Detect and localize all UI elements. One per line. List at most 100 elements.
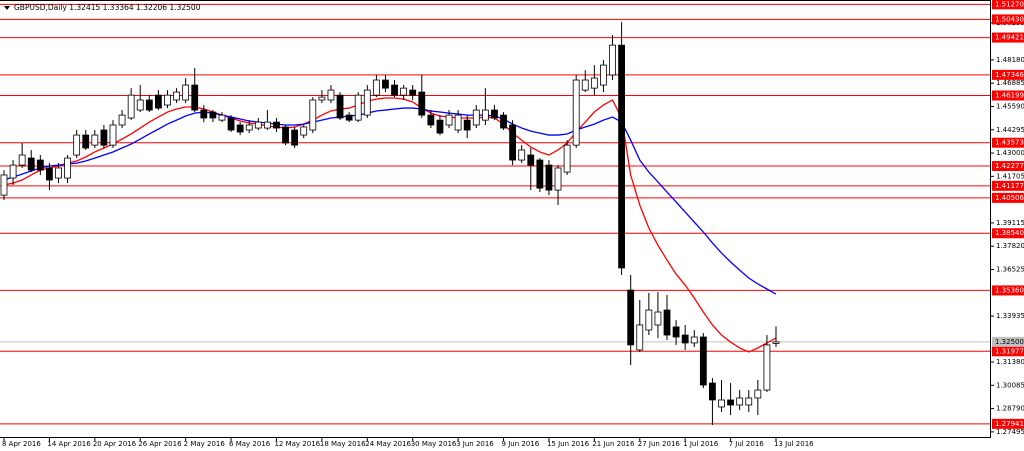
- candle-body: [0, 174, 8, 196]
- x-tick-label: 6 May 2016: [229, 440, 271, 448]
- candle-body: [127, 94, 135, 119]
- candle-body: [291, 129, 299, 146]
- candle-body: [191, 84, 199, 111]
- y-tick-label: 1.27495: [996, 428, 1024, 436]
- candle-body: [254, 121, 262, 129]
- ma-line: [3, 107, 777, 295]
- candle-body: [391, 84, 398, 96]
- level-box: [992, 418, 1024, 429]
- last-price-label: 1.32500: [995, 338, 1024, 346]
- candle-body: [454, 114, 462, 131]
- candle-body: [699, 336, 707, 386]
- candle-body: [164, 94, 171, 106]
- x-tick-label: 21 Jun 2016: [592, 440, 635, 448]
- candle-body: [145, 99, 153, 111]
- x-tick-label: 9 Jun 2016: [502, 440, 540, 448]
- candle-body: [763, 344, 771, 391]
- candle-body: [600, 64, 607, 86]
- level-box: [992, 137, 1024, 148]
- candle-body: [118, 114, 126, 126]
- candle-body: [354, 94, 362, 121]
- level-box: [992, 228, 1024, 239]
- candle-body: [245, 124, 253, 131]
- x-tick-label: 18 May 2016: [320, 440, 366, 448]
- level-box: [992, 14, 1024, 25]
- candle-body: [718, 399, 725, 408]
- level-box: [992, 32, 1024, 43]
- candle-body: [400, 87, 408, 96]
- level-box: [992, 0, 1024, 10]
- candle-body: [82, 134, 90, 149]
- x-tick-label: 30 May 2016: [411, 440, 457, 448]
- last-price-box: [992, 336, 1024, 347]
- candle-body: [218, 114, 226, 121]
- level-box: [992, 180, 1024, 191]
- candle-body: [572, 79, 580, 146]
- candle-body: [581, 79, 589, 91]
- candle-body: [382, 79, 389, 89]
- chart-title: GBPUSD,Daily 1.32415 1.33364 1.32206 1.3…: [14, 3, 201, 12]
- y-tick-label: 1.48180: [996, 56, 1024, 64]
- y-tick-label: 1.41705: [996, 172, 1024, 180]
- candle-body: [518, 149, 526, 161]
- candle-body: [590, 77, 598, 89]
- level-box: [992, 346, 1024, 357]
- candle-body: [663, 309, 671, 336]
- candle-body: [636, 324, 644, 351]
- candle-body: [472, 109, 480, 126]
- candle-body: [727, 399, 734, 406]
- candle-body: [372, 79, 380, 96]
- candle-body: [536, 159, 544, 189]
- candle-body: [481, 109, 489, 121]
- candle-body: [436, 119, 444, 134]
- candle-body: [445, 114, 453, 126]
- y-tick-label: 1.44295: [996, 126, 1024, 134]
- candle-body: [55, 167, 62, 179]
- level-label: 1.50430: [995, 15, 1024, 23]
- candle-body: [409, 89, 417, 96]
- candle-body: [236, 124, 244, 133]
- candle-body: [182, 84, 190, 101]
- y-tick-label: 1.31380: [996, 358, 1024, 366]
- candle-body: [109, 124, 117, 146]
- x-tick-label: 26 Apr 2016: [138, 440, 182, 448]
- y-tick-label: 1.30085: [996, 381, 1024, 389]
- x-tick-label: 14 Apr 2016: [47, 440, 91, 448]
- candle-body: [418, 91, 426, 116]
- candle-body: [18, 154, 26, 166]
- candle-body: [327, 89, 335, 101]
- candle-body: [336, 94, 344, 119]
- y-tick-label: 1.37820: [996, 242, 1024, 250]
- candle-body: [654, 311, 662, 326]
- y-tick-label: 1.36525: [996, 265, 1024, 273]
- candle-body: [754, 389, 762, 399]
- x-tick-label: 24 May 2016: [365, 440, 411, 448]
- candle-body: [509, 124, 517, 161]
- level-box: [992, 69, 1024, 80]
- y-tick-label: 1.46885: [996, 79, 1024, 87]
- candle-body: [745, 397, 753, 406]
- candle-body: [154, 94, 162, 109]
- y-tick-label: 1.33935: [996, 312, 1024, 320]
- candle-body: [736, 397, 744, 406]
- candle-body: [27, 157, 35, 171]
- candle-body: [36, 159, 44, 171]
- candle-body: [690, 336, 698, 344]
- level-box: [992, 90, 1024, 101]
- candle-body: [527, 154, 535, 166]
- level-label: 1.46199: [995, 92, 1024, 100]
- candle-body: [345, 114, 353, 121]
- candle-body: [200, 109, 208, 119]
- candle-body: [318, 96, 326, 101]
- level-label: 1.40506: [995, 194, 1024, 202]
- candle-body: [545, 164, 553, 191]
- candle-body: [563, 144, 571, 173]
- candle-body: [209, 111, 217, 119]
- level-label: 1.51270: [995, 0, 1024, 8]
- candle-body: [263, 121, 271, 129]
- candle-body: [300, 126, 308, 136]
- level-label: 1.41177: [995, 182, 1024, 190]
- plot-area: [0, 3, 990, 425]
